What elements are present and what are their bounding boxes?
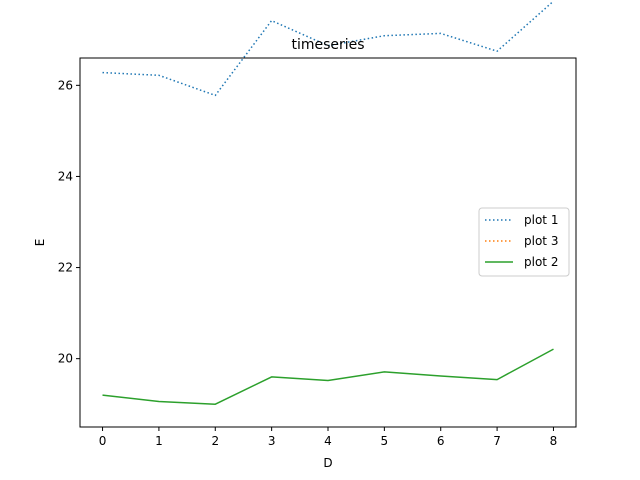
x-tick-label: 1 <box>155 434 163 448</box>
x-tick-label: 5 <box>381 434 389 448</box>
y-tick-label: 24 <box>58 169 73 183</box>
x-tick-label: 0 <box>99 434 107 448</box>
chart-title: timeseries <box>291 37 364 53</box>
x-tick-label: 4 <box>324 434 332 448</box>
y-axis-label: E <box>33 239 47 247</box>
x-tick-label: 6 <box>437 434 445 448</box>
y-tick-label: 22 <box>58 261 73 275</box>
x-tick-label: 7 <box>493 434 501 448</box>
y-tick-label: 20 <box>58 352 73 366</box>
series-line-plot-1 <box>102 0 554 97</box>
ticks: 0 1 2 3 4 5 6 7 8 20 22 24 26 28 <box>58 0 558 448</box>
legend-label: plot 3 <box>524 234 558 248</box>
y-tick-label: 26 <box>58 78 73 92</box>
plot-area <box>102 0 554 405</box>
x-tick-label: 3 <box>268 434 276 448</box>
legend-label: plot 1 <box>524 213 558 227</box>
x-tick-label: 8 <box>550 434 558 448</box>
series-line-plot-2 <box>102 348 554 405</box>
y-tick-label: 28 <box>58 0 73 1</box>
legend: plot 1 plot 3 plot 2 <box>478 207 570 277</box>
legend-label: plot 2 <box>524 255 558 269</box>
x-tick-label: 2 <box>211 434 219 448</box>
legend-box <box>478 207 570 277</box>
x-axis-label: D <box>323 456 332 470</box>
